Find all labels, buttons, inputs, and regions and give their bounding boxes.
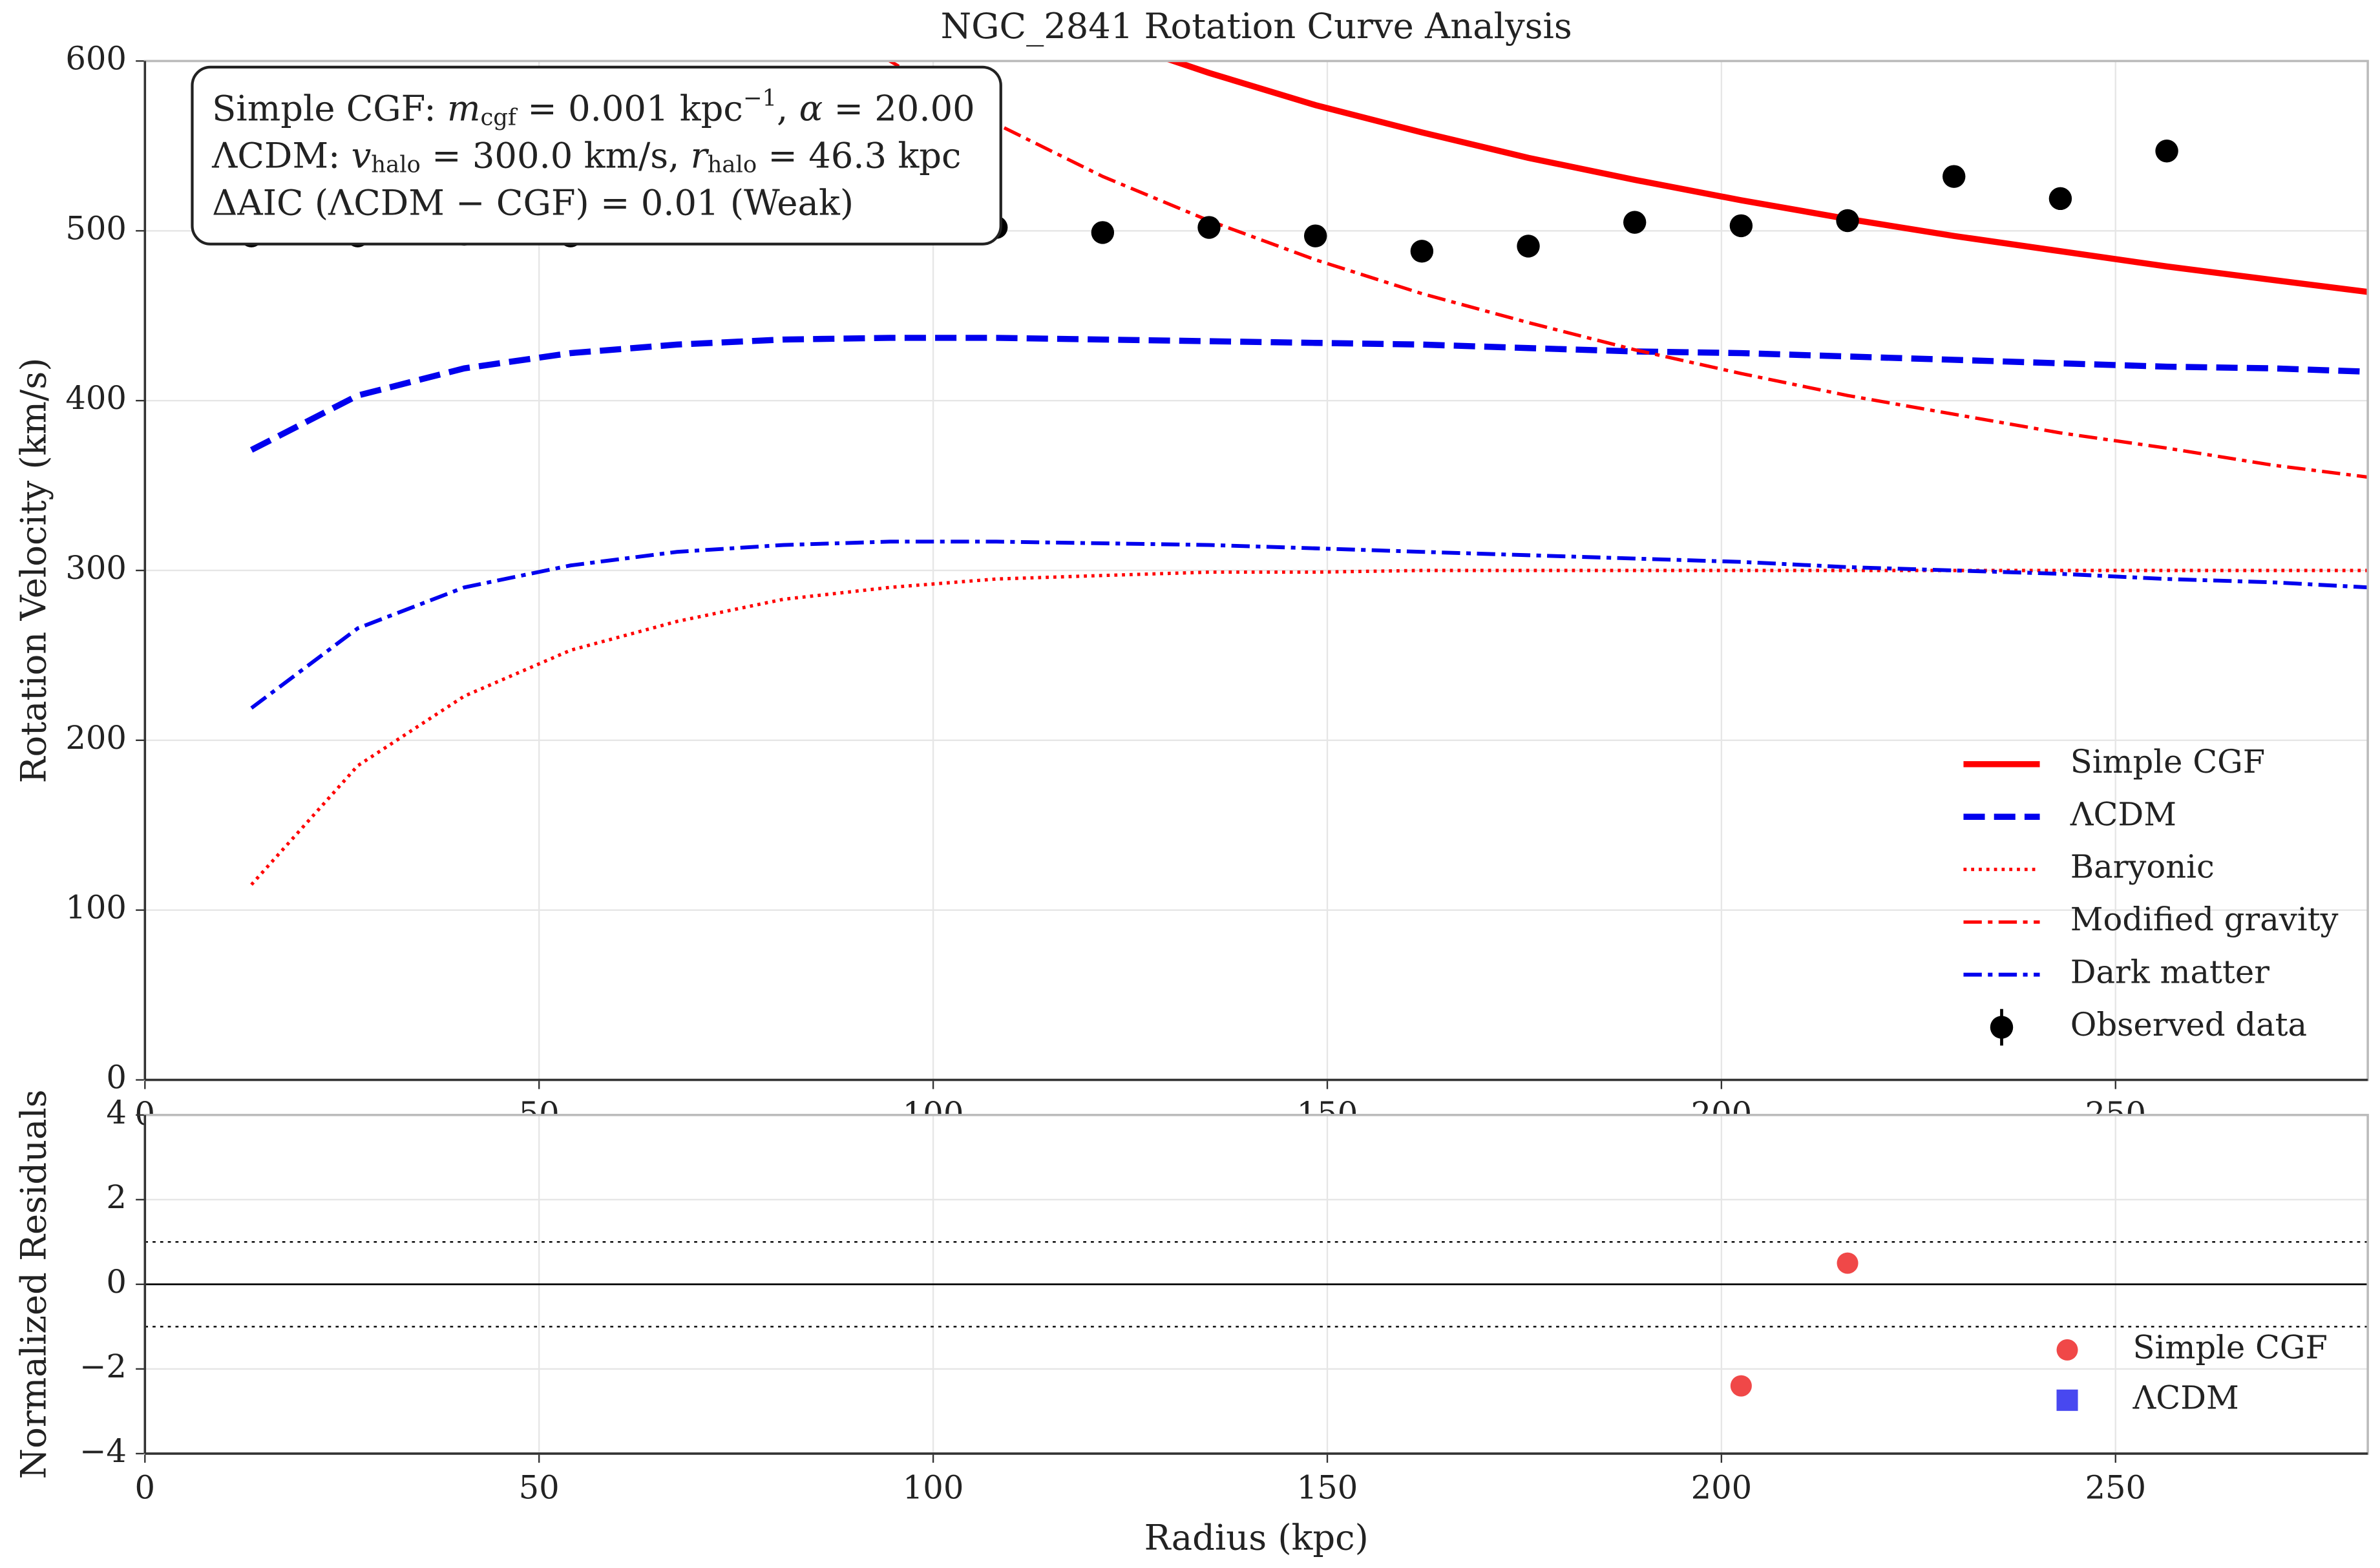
- annotation-text: −1: [743, 85, 777, 111]
- annotation-line: ΛCDM: vhalo = 300.0 km/s, rhalo = 46.3 k…: [211, 136, 961, 178]
- curve: [250, 539, 2368, 710]
- legend-marker: [1990, 1016, 2014, 1039]
- chart-title: NGC_2841 Rotation Curve Analysis: [941, 6, 1572, 47]
- y-tick-label: 0: [106, 1263, 127, 1301]
- plot-content: [145, 1241, 2368, 1397]
- y-tick-label: 500: [65, 209, 127, 247]
- annotation-text: Simple CGF:: [212, 88, 447, 129]
- data-point: [1623, 211, 1647, 234]
- annotation-line: ΔAIC (ΛCDM − CGF) = 0.01 (Weak): [212, 183, 854, 224]
- legend-label: ΛCDM: [2070, 795, 2176, 833]
- y-tick-label: 300: [65, 549, 127, 587]
- y-tick-label: −4: [79, 1432, 127, 1470]
- y-axis-label: Rotation Velocity (km/s): [14, 358, 54, 784]
- data-point: [1729, 214, 1753, 238]
- annotation-text: = 300.0 km/s,: [421, 136, 691, 176]
- y-tick-label: 4: [106, 1094, 127, 1131]
- y-tick-label: 100: [65, 889, 127, 926]
- legend-label: Baryonic: [2070, 848, 2215, 886]
- data-point: [1517, 235, 1540, 258]
- legend-label: Simple CGF: [2133, 1328, 2328, 1366]
- annotation-text: halo: [371, 152, 421, 178]
- x-tick-label: 200: [1691, 1469, 1753, 1507]
- data-point: [2155, 140, 2178, 163]
- annotation-text: = 46.3 kpc: [757, 136, 961, 176]
- legend-marker: [2056, 1339, 2078, 1361]
- annotation-text: r: [691, 136, 710, 176]
- y-tick-label: −2: [79, 1348, 127, 1385]
- annotation-text: ΔAIC (ΛCDM − CGF) = 0.01 (Weak): [212, 183, 854, 224]
- x-tick-label: 0: [135, 1469, 156, 1507]
- legend-label: ΛCDM: [2133, 1379, 2239, 1416]
- annotation-text: ,: [777, 88, 799, 129]
- curve: [1164, 61, 2368, 295]
- annotation-line: Simple CGF: mcgf = 0.001 kpc−1, α = 20.0…: [212, 85, 975, 131]
- legend-marker: [2056, 1389, 2078, 1411]
- x-tick-label: 250: [2085, 1469, 2146, 1507]
- data-point: [1303, 224, 1327, 247]
- data-point: [1197, 216, 1221, 239]
- x-tick-label: 50: [519, 1469, 560, 1507]
- legend-label: Modified gravity: [2070, 901, 2339, 938]
- curve: [249, 335, 2368, 453]
- x-tick-label: 150: [1297, 1469, 1358, 1507]
- curve: [887, 61, 2368, 479]
- data-point: [1837, 1252, 1859, 1274]
- curve: [250, 569, 2368, 886]
- legend-label: Dark matter: [2070, 954, 2269, 991]
- annotation-text: = 20.00: [823, 88, 974, 129]
- annotation-text: = 0.001 kpc: [516, 88, 743, 129]
- legend-label: Observed data: [2070, 1006, 2307, 1043]
- annotation-text: ΛCDM:: [211, 136, 351, 176]
- x-tick-label: 100: [903, 1469, 964, 1507]
- y-tick-label: 600: [65, 39, 127, 77]
- data-point: [1410, 240, 1434, 263]
- data-point: [1943, 165, 1966, 188]
- y-tick-label: 2: [106, 1178, 127, 1216]
- data-point: [1091, 221, 1115, 244]
- annotation-text: m: [447, 88, 481, 129]
- legend-label: Simple CGF: [2070, 743, 2265, 780]
- annotation-text: α: [799, 88, 823, 129]
- data-point: [2048, 187, 2072, 211]
- y-tick-label: 0: [106, 1059, 127, 1096]
- x-axis-label: Radius (kpc): [1144, 1518, 1369, 1558]
- annotation-text: cgf: [480, 105, 518, 131]
- data-point: [1836, 209, 1859, 233]
- annotation-text: halo: [708, 152, 757, 178]
- annotation-text: v: [352, 136, 372, 176]
- y-tick-label: 400: [65, 379, 127, 417]
- data-point: [1730, 1375, 1752, 1397]
- y-axis-label: Normalized Residuals: [14, 1089, 54, 1479]
- annotation-box: [191, 65, 1002, 246]
- y-tick-label: 200: [65, 719, 127, 757]
